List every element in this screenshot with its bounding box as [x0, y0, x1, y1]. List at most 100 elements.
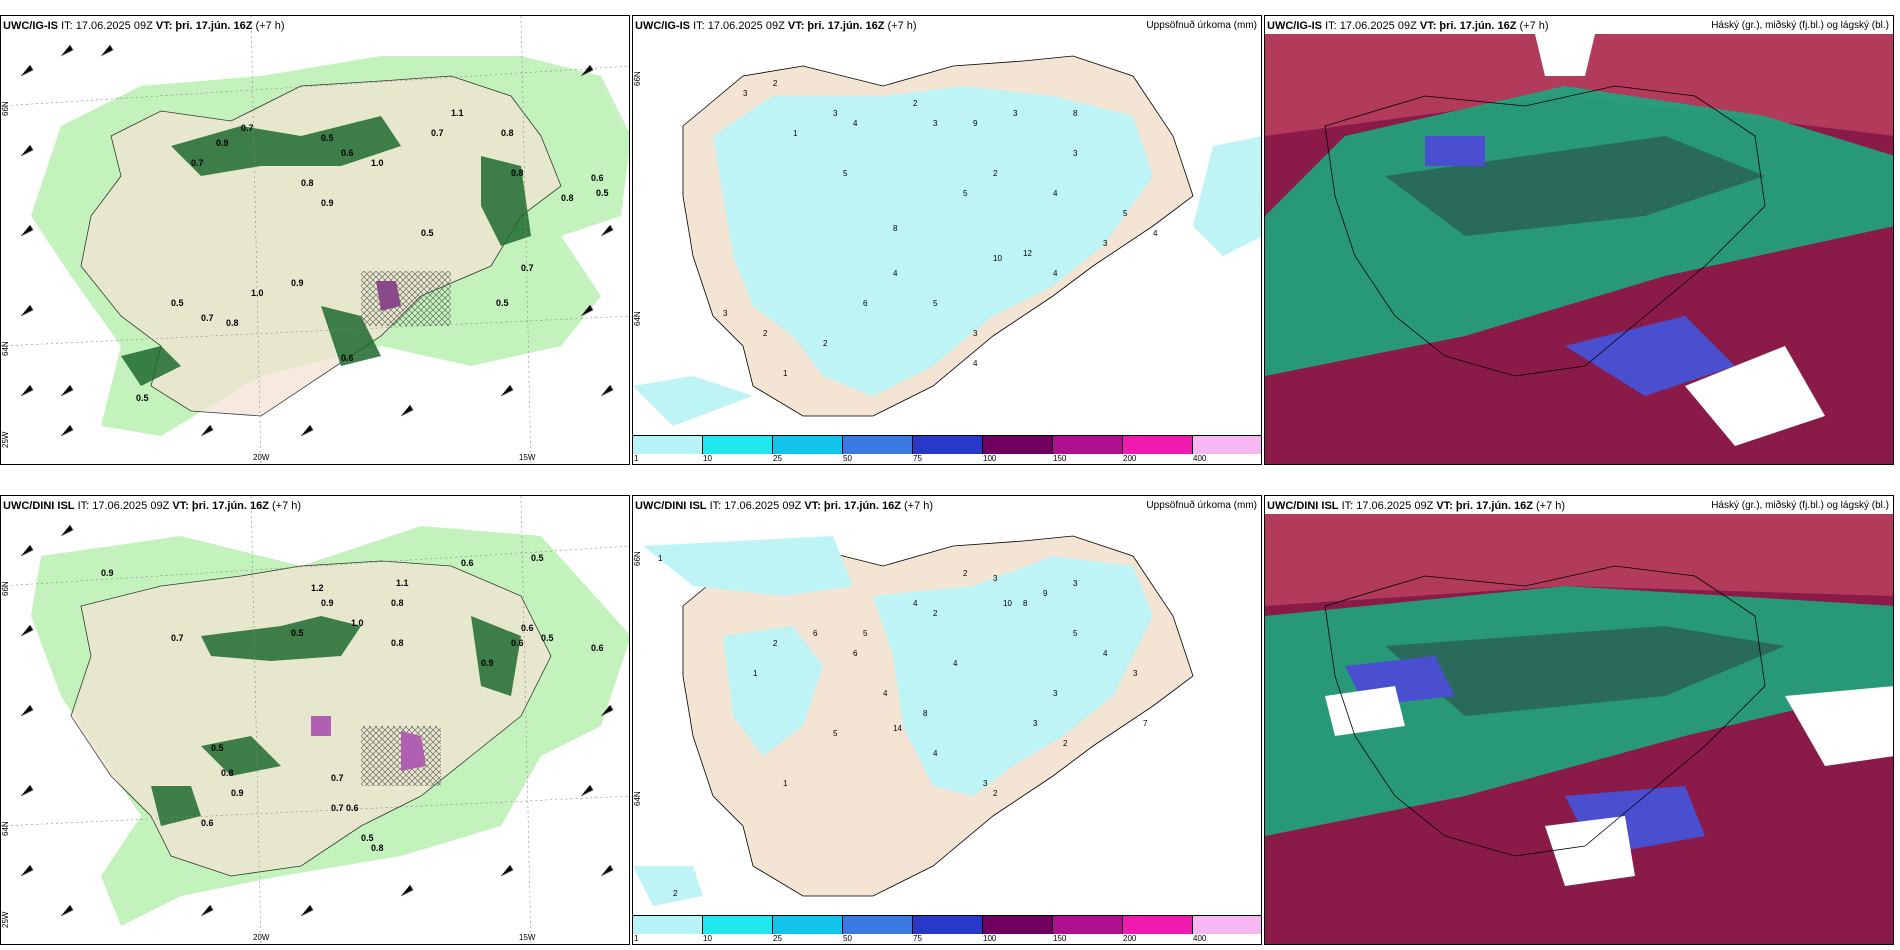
accum-value: 4 [883, 689, 888, 698]
accum-value: 7 [1143, 719, 1148, 728]
accum-value: 2 [1063, 739, 1068, 748]
precip-value: 0.6 [341, 148, 354, 158]
legend-tick: 400 [1193, 454, 1207, 463]
precip-value: 1.0 [371, 158, 384, 168]
purple-patch [401, 731, 426, 771]
legend-tick: 1 [634, 934, 639, 943]
accum-value: 4 [853, 119, 858, 128]
precip-value: 0.6 [591, 643, 604, 653]
panel-accum-ig: UWC/IG-IS IT: 17.06.2025 09Z VT: þri. 17… [632, 15, 1262, 465]
accum-value: 1 [658, 554, 663, 563]
lon-label: 15W [519, 933, 536, 942]
panel-title: UWC/IG-IS IT: 17.06.2025 09Z VT: þri. 17… [635, 20, 917, 32]
legend-tick: 200 [1123, 454, 1137, 463]
legend-tick: 150 [1053, 454, 1067, 463]
legend-tick: 50 [843, 454, 852, 463]
precip-value: 0.8 [391, 598, 404, 608]
accum-value: 4 [933, 749, 938, 758]
precip-value: 0.5 [171, 298, 184, 308]
lat-label: 64N [1, 821, 10, 836]
accum-value: 5 [833, 729, 838, 738]
precip-value: 0.9 [291, 278, 304, 288]
legend-swatch [633, 916, 703, 934]
accum-value: 9 [1043, 589, 1048, 598]
precip-value: 1.1 [396, 578, 409, 588]
precip-cyan-area [633, 376, 753, 426]
panel-cloud-ig: UWC/IG-IS IT: 17.06.2025 09Z VT: þri. 17… [1264, 15, 1894, 465]
precip-value: 0.6 [521, 623, 534, 633]
clear-area [1325, 686, 1405, 736]
precip-dark-band [121, 346, 181, 386]
precip-value: 0.7 [201, 313, 214, 323]
legend-tick: 75 [913, 934, 922, 943]
accum-value: 3 [933, 119, 938, 128]
panel-title: UWC/DINI ISL IT: 17.06.2025 09Z VT: þri.… [1267, 500, 1566, 512]
panel-subtitle: Uppsöfnuð úrkoma (mm) [1146, 20, 1257, 31]
legend-swatch [773, 436, 843, 454]
map-precip-dini: 0.9 0.6 0.5 1.2 0.9 0.8 1.1 0.6 0.5 0.7 … [1, 496, 629, 944]
precip-cyan-area [873, 556, 1153, 796]
precip-value: 0.5 [321, 133, 334, 143]
accum-value: 4 [1153, 229, 1158, 238]
accum-value: 4 [1053, 189, 1058, 198]
panel-subtitle: Háský (gr.), miðský (fj.bl.) og lágský (… [1711, 500, 1889, 511]
legend-swatch [1053, 916, 1123, 934]
purple-patch [311, 716, 331, 736]
accum-value: 12 [1023, 249, 1032, 258]
accum-value: 2 [763, 329, 768, 338]
accum-value: 6 [853, 649, 858, 658]
precip-value: 0.5 [596, 188, 609, 198]
accum-value: 5 [1123, 209, 1128, 218]
panel-precip-dini: UWC/DINI ISL IT: 17.06.2025 09Z VT: þri.… [0, 495, 630, 945]
glacier-hatch [361, 271, 451, 326]
iceland-outline [1324, 85, 1766, 377]
precip-value: 0.7 [171, 633, 184, 643]
precip-value: 1.0 [351, 618, 364, 628]
precip-value: 0.5 [136, 393, 149, 403]
accum-value: 3 [1033, 719, 1038, 728]
panel-subtitle: Uppsöfnuð úrkoma (mm) [1146, 500, 1257, 511]
precip-value: 0.9 [216, 138, 229, 148]
precip-legend [633, 435, 1261, 454]
precip-value: 0.9 [481, 658, 494, 668]
precip-dark-band [151, 786, 201, 826]
lat-label: 66N [1, 101, 10, 116]
accum-value: 3 [973, 329, 978, 338]
accum-value: 5 [963, 189, 968, 198]
precip-cyan-area [643, 536, 853, 596]
legend-swatch [703, 916, 773, 934]
lat-label: 64N [633, 311, 642, 326]
lat-label: 64N [1, 341, 10, 356]
accum-value: 10 [1003, 599, 1012, 608]
precip-dark-band [201, 616, 361, 661]
precip-value: 1.0 [251, 288, 264, 298]
precip-cyan-area [713, 86, 1153, 396]
accum-value: 5 [933, 299, 938, 308]
accum-value: 5 [843, 169, 848, 178]
precip-value: 0.8 [511, 168, 524, 178]
lon-label: 15W [519, 453, 536, 462]
legend-swatch [843, 436, 913, 454]
legend-swatch [1193, 916, 1261, 934]
precip-value: 0.5 [211, 743, 224, 753]
legend-ticks: 1 10 25 50 75 100 150 200 400 [633, 934, 1261, 944]
precip-value: 0.9 [231, 788, 244, 798]
accum-value: 8 [893, 224, 898, 233]
precip-cyan-area [1193, 136, 1261, 256]
legend-tick: 1 [634, 454, 639, 463]
accum-value: 3 [1073, 149, 1078, 158]
lon-label: 20W [253, 933, 270, 942]
panel-title: UWC/DINI ISL IT: 17.06.2025 09Z VT: þri.… [3, 500, 302, 512]
map-accum-dini: 1 2 3 4 5 6 2 3 9 8 10 4 5 3 2 1 4 6 7 3… [633, 535, 1194, 906]
lat-label: 25W [1, 911, 10, 928]
precip-dark-band [321, 306, 381, 366]
legend-ticks: 1 10 25 50 75 100 150 200 400 [633, 454, 1261, 464]
accum-value: 4 [913, 599, 918, 608]
accum-value: 2 [963, 569, 968, 578]
legend-swatch [983, 436, 1053, 454]
accum-value: 3 [993, 574, 998, 583]
precip-value: 0.8 [561, 193, 574, 203]
legend-swatch [913, 916, 983, 934]
precip-value: 0.5 [421, 228, 434, 238]
precip-value: 0.8 [226, 318, 239, 328]
